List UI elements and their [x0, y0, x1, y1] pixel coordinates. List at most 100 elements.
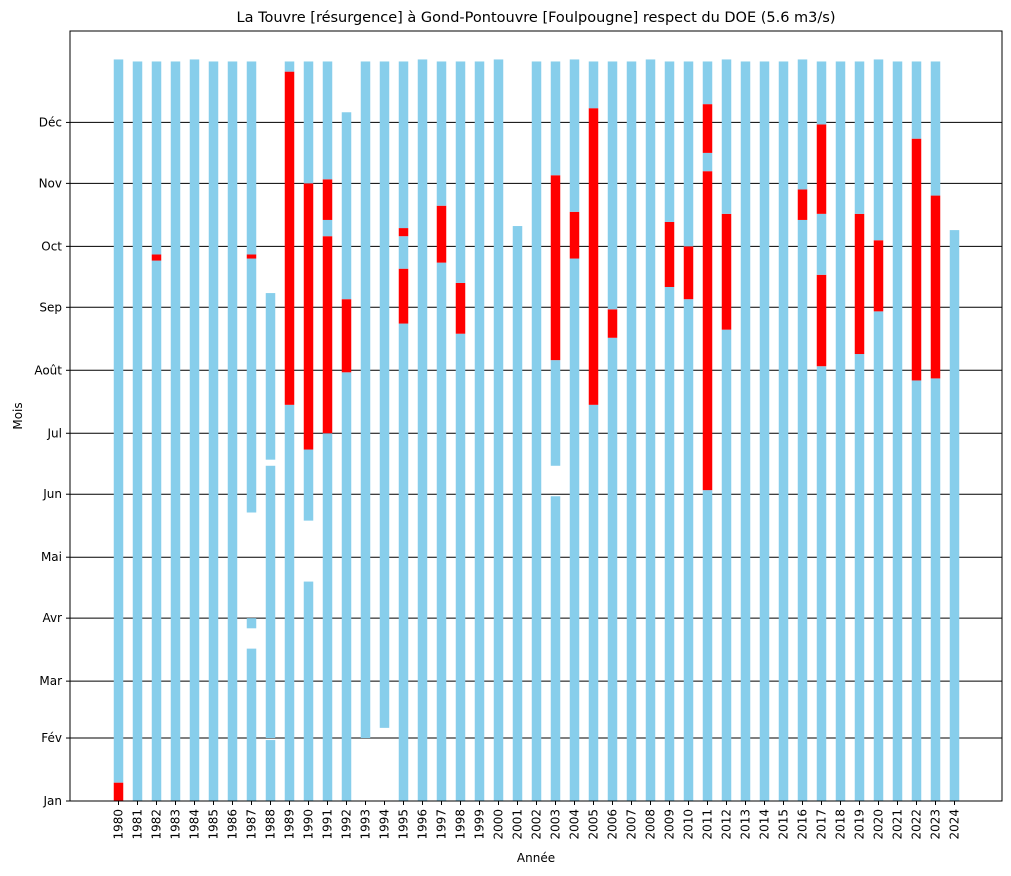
y-tick-label: Mar [39, 674, 62, 688]
x-tick-label: 1999 [473, 809, 487, 840]
bar-respected-2022 [911, 380, 922, 801]
bar-respected-1989 [284, 404, 295, 801]
bar-not_respected-1995 [398, 228, 409, 237]
y-tick-label: Avr [42, 611, 62, 625]
bar-not_respected-1992 [341, 299, 352, 373]
bar-not_respected-2017 [816, 274, 827, 367]
bar-not_respected-2006 [607, 309, 618, 338]
x-tick-label: 2022 [910, 809, 924, 840]
x-tick-label: 2007 [625, 809, 639, 840]
bar-respected-1995 [398, 61, 409, 229]
chart-title: La Touvre [résurgence] à Gond-Pontouvre … [237, 10, 836, 26]
bar-not_respected-2004 [569, 211, 580, 259]
x-tick-label: 1981 [131, 809, 145, 840]
x-tick-label: 1996 [416, 809, 430, 840]
x-tick-label: 2003 [549, 809, 563, 840]
bar-respected-2010 [683, 61, 694, 247]
bar-respected-1983 [170, 61, 181, 802]
bar-respected-2007 [626, 61, 637, 802]
bar-respected-2005 [588, 61, 599, 109]
bar-not_respected-2017 [816, 124, 827, 214]
bar-respected-1995 [398, 236, 409, 269]
bar-respected-1998 [455, 333, 466, 801]
bar-respected-2010 [683, 299, 694, 801]
bar-respected-2003 [550, 61, 561, 176]
bar-respected-1981 [132, 61, 143, 802]
bar-respected-1998 [455, 61, 466, 283]
bar-respected-1999 [474, 61, 485, 802]
x-tick-label: 1997 [435, 809, 449, 840]
y-axis-title: Mois [11, 402, 25, 429]
x-tick-label: 2019 [853, 809, 867, 840]
bar-not_respected-2009 [664, 221, 675, 287]
x-tick-label: 2010 [682, 809, 696, 840]
x-tick-label: 2016 [796, 809, 810, 840]
x-tick-label: 1993 [359, 809, 373, 840]
x-tick-label: 2000 [492, 809, 506, 840]
bar-respected-2009 [664, 286, 675, 801]
x-tick-label: 1980 [112, 809, 126, 840]
bar-respected-2003 [550, 496, 561, 801]
x-tick-label: 2018 [834, 809, 848, 840]
bar-not_respected-2010 [683, 246, 694, 300]
bar-respected-1984 [189, 59, 200, 801]
x-tick-label: 2013 [739, 809, 753, 840]
bar-respected-2004 [569, 258, 580, 802]
x-tick-label: 2009 [663, 809, 677, 840]
bar-respected-1990 [303, 581, 314, 801]
x-tick-label: 1983 [169, 809, 183, 840]
bar-not_respected-2016 [797, 189, 808, 220]
bar-not_respected-1991 [322, 236, 333, 434]
x-tick-label: 2005 [587, 809, 601, 840]
y-tick-label: Nov [39, 176, 62, 190]
x-tick-label: 1987 [245, 809, 259, 840]
bar-not_respected-1989 [284, 71, 295, 405]
bar-not_respected-2022 [911, 138, 922, 381]
bar-respected-1988 [265, 293, 276, 460]
bar-respected-2020 [873, 59, 884, 241]
bar-not_respected-2005 [588, 108, 599, 405]
x-axis: 1980 1981 1982 1983 1984 1985 1986 1987 1988 1989… [112, 801, 962, 840]
bar-respected-1993 [360, 61, 371, 739]
bar-respected-2013 [740, 61, 751, 802]
x-tick-label: 1995 [397, 809, 411, 840]
bar-not_respected-2003 [550, 175, 561, 361]
bar-respected-1997 [436, 61, 447, 206]
bar-not_respected-2020 [873, 240, 884, 312]
x-tick-label: 1986 [226, 809, 240, 840]
bar-respected-1997 [436, 262, 447, 801]
x-axis-title: Année [517, 851, 555, 865]
bar-respected-2006 [607, 337, 618, 801]
bar-respected-2017 [816, 366, 827, 801]
x-tick-label: 2011 [701, 809, 715, 840]
x-tick-label: 2020 [872, 809, 886, 840]
x-tick-label: 1998 [454, 809, 468, 840]
bar-respected-1982 [151, 260, 162, 801]
bar-respected-2011 [702, 490, 713, 801]
x-tick-label: 1988 [264, 809, 278, 840]
y-tick-label: Jul [47, 426, 62, 440]
bar-respected-1988 [265, 465, 276, 739]
bar-respected-2016 [797, 219, 808, 802]
y-tick-label: Jun [42, 487, 62, 501]
x-tick-label: 2012 [720, 809, 734, 840]
y-tick-label: Mai [41, 550, 62, 564]
bar-not_respected-1997 [436, 205, 447, 263]
bar-respected-1992 [341, 372, 352, 801]
x-tick-label: 1982 [150, 809, 164, 840]
bar-respected-2023 [930, 378, 941, 801]
bar-respected-2008 [645, 59, 656, 801]
bar-respected-2002 [531, 61, 542, 802]
bar-respected-1988 [265, 740, 276, 801]
bar-respected-2011 [702, 61, 713, 105]
bar-respected-1987 [246, 618, 257, 629]
bar-respected-2003 [550, 360, 561, 466]
x-tick-label: 1985 [207, 809, 221, 840]
bar-respected-1994 [379, 61, 390, 728]
bars [113, 59, 960, 802]
bar-respected-1990 [303, 449, 314, 521]
x-tick-label: 2004 [568, 809, 582, 840]
bar-respected-2000 [493, 59, 504, 801]
bar-respected-2023 [930, 61, 941, 196]
